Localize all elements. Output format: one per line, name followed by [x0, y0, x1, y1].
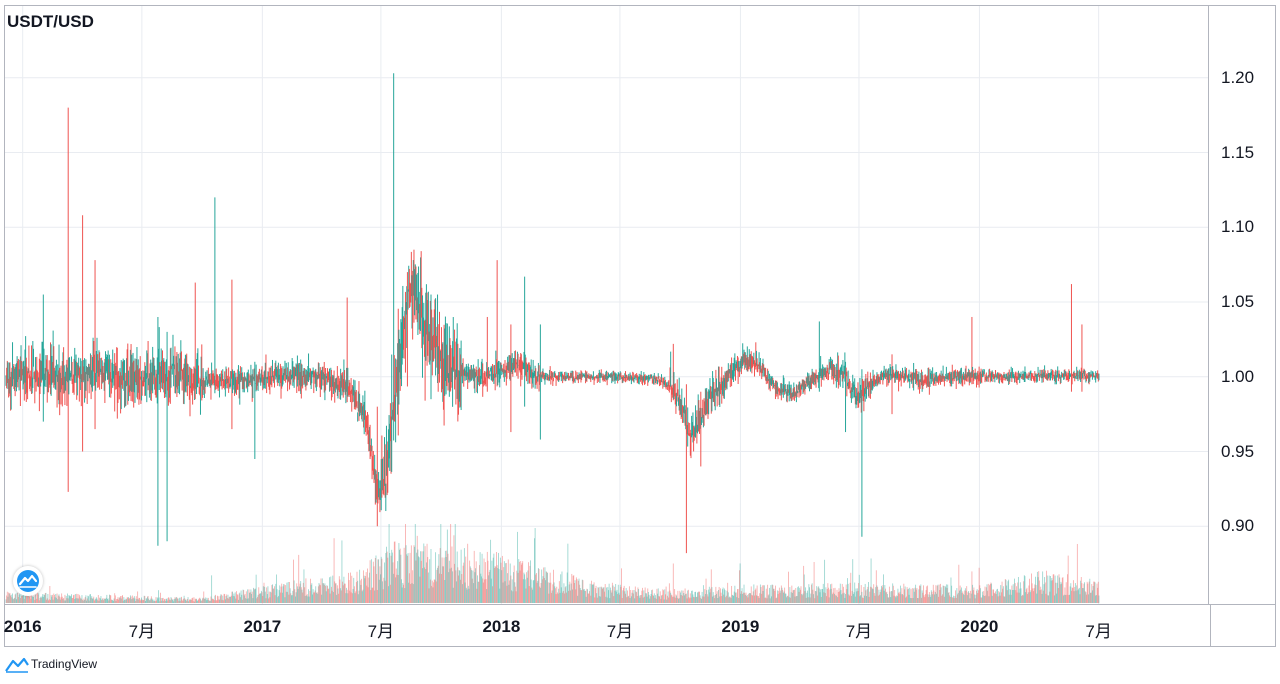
x-tick-label: 2018 [482, 617, 521, 636]
x-tick-label: 7月 [128, 622, 156, 641]
y-tick-label: 1.05 [1221, 292, 1255, 311]
x-tick-label: 7月 [1085, 622, 1112, 641]
x-tick-label: 2019 [721, 617, 760, 636]
time-axis-divider [1210, 605, 1211, 646]
y-tick-label: 1.15 [1221, 142, 1255, 162]
price-axis[interactable] [1209, 5, 1276, 605]
tradingview-brand-text[interactable]: TradingView [31, 657, 98, 671]
grid-lines [5, 6, 1208, 604]
y-tick-label: 1.20 [1221, 67, 1255, 87]
x-tick-label: 7月 [845, 622, 873, 641]
x-tick-label: 2016 [3, 617, 42, 636]
x-tick-label: 2017 [243, 617, 282, 636]
chart-title: USDT/USD [7, 12, 94, 31]
x-tick-label: 7月 [606, 622, 634, 641]
y-tick-label: 1.10 [1221, 217, 1255, 237]
y-tick-label: 0.95 [1221, 441, 1255, 461]
x-tick-label: 7月 [367, 622, 395, 641]
chart-pane[interactable] [4, 5, 1209, 605]
x-tick-label: 2020 [960, 617, 999, 636]
y-tick-label: 1.00 [1221, 366, 1255, 386]
tradingview-logo-icon[interactable] [5, 657, 29, 673]
y-tick-label: 0.90 [1221, 516, 1255, 536]
volume-bars [5, 524, 1100, 603]
price-candles [5, 73, 1100, 554]
time-axis[interactable] [4, 605, 1276, 647]
tradingview-watermark-icon[interactable] [13, 566, 43, 596]
